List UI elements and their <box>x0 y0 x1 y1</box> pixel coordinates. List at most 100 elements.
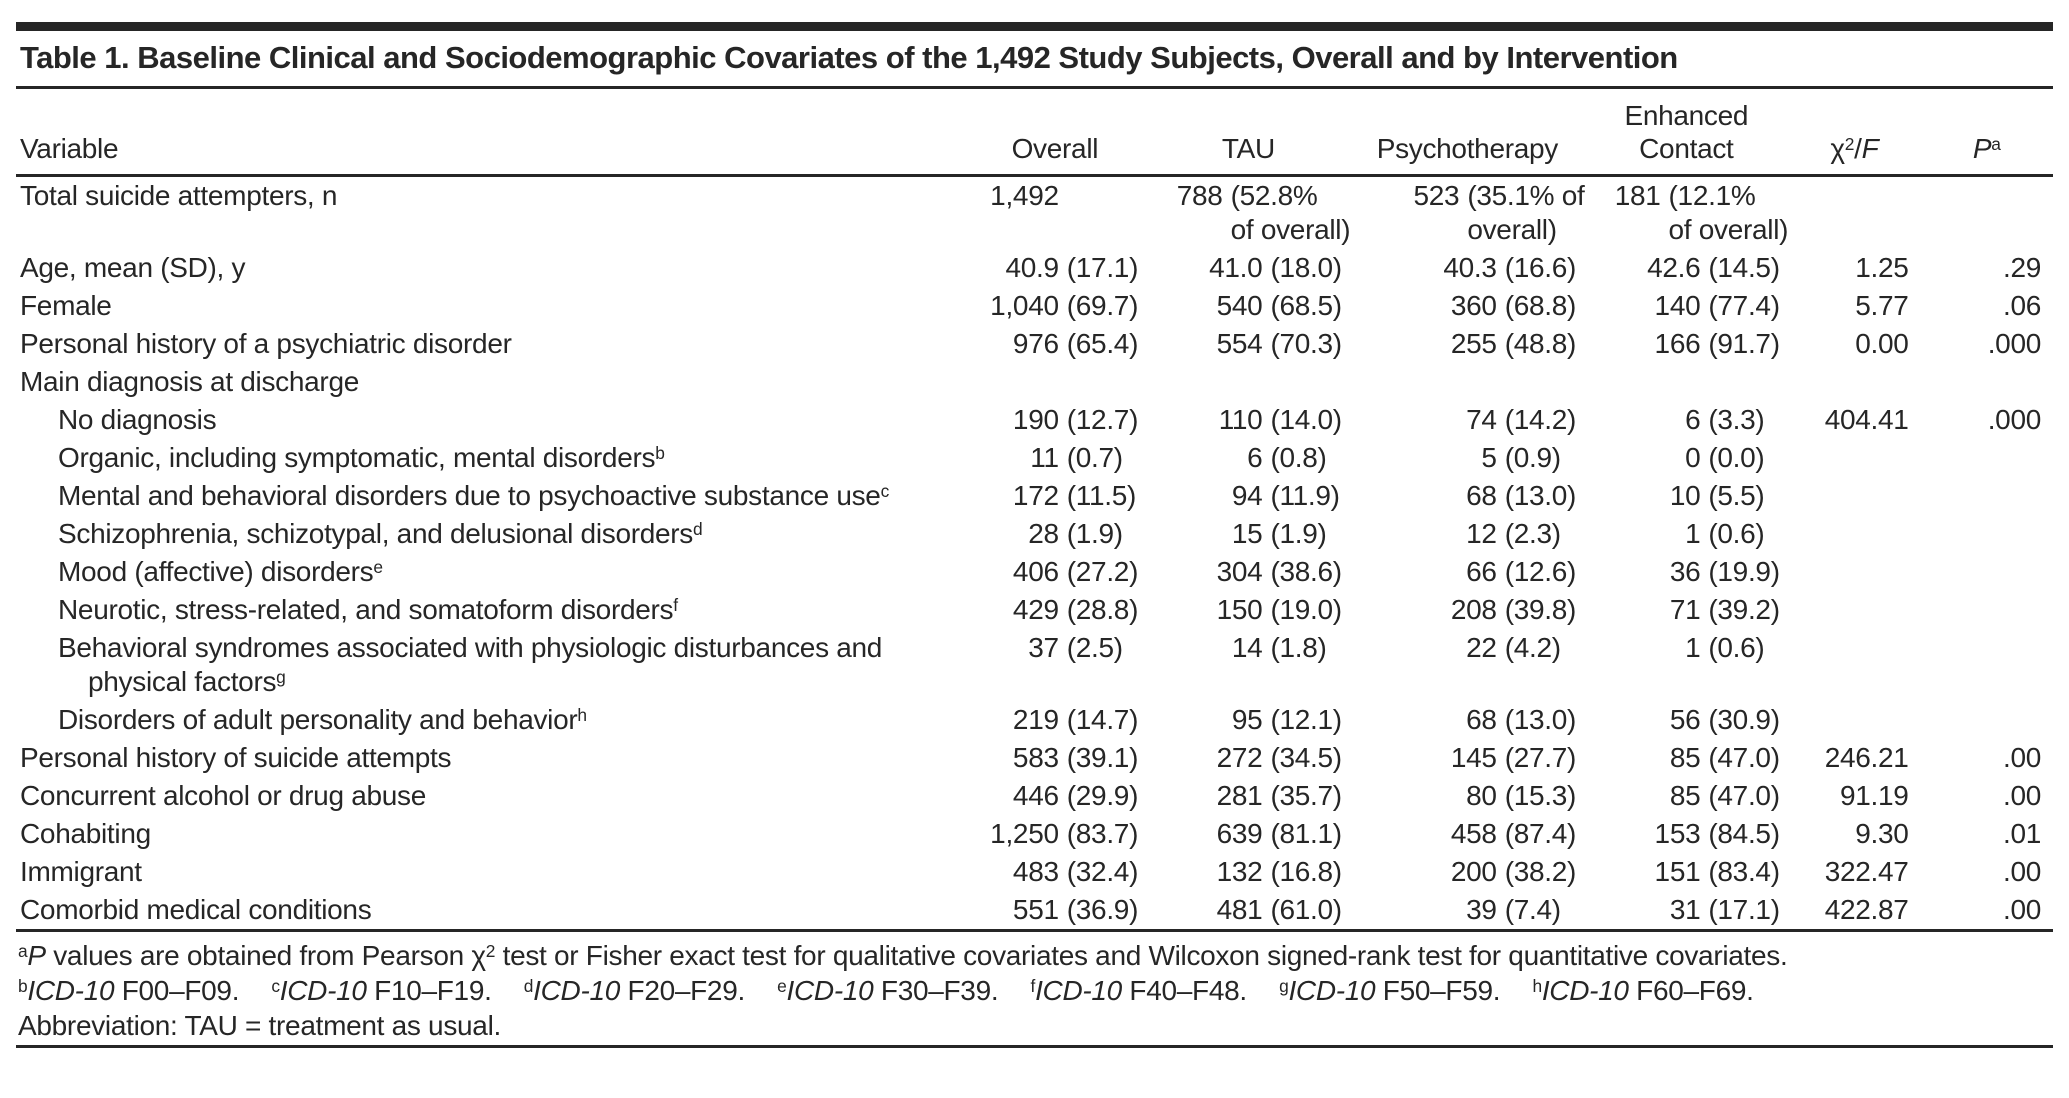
value-cell <box>1788 176 1920 250</box>
value-cell: 6 (3.3) <box>1685 404 1765 435</box>
value-cell: 95 (12.1) <box>1231 704 1342 735</box>
value-cell: .000 <box>1987 404 2042 435</box>
variable-cell: Female <box>20 290 112 321</box>
variable-cell: Age, mean (SD), y <box>20 252 246 283</box>
value-cell <box>1788 477 1920 515</box>
value-cell: 150 (19.0) <box>1216 594 1342 625</box>
icd-footnote-item: bICD-10 F00–F09. <box>18 975 240 1006</box>
value-cell: 37 (2.5) <box>1028 632 1123 663</box>
value-cell: 5 (0.9) <box>1481 442 1561 473</box>
value-cell <box>1921 477 2053 515</box>
table-header: Variable Overall TAU Psychotherapy Enhan… <box>16 89 2053 176</box>
data-table: Variable Overall TAU Psychotherapy Enhan… <box>16 89 2053 932</box>
value-cell: 74 (14.2) <box>1466 404 1577 435</box>
value-cell: 976 (65.4) <box>1012 328 1139 359</box>
table-row: Personal history of suicide attempts 583(… <box>16 739 2053 777</box>
value-cell: 41.0 (18.0) <box>1209 252 1342 283</box>
value-cell: 68 (13.0) <box>1466 704 1577 735</box>
value-cell <box>1921 439 2053 477</box>
value-cell: 153 (84.5) <box>1654 818 1780 849</box>
value-cell: 422.87 <box>1824 894 1909 925</box>
footnotes: aP values are obtained from Pearson χ2 t… <box>16 932 2053 1043</box>
variable-cell: Immigrant <box>20 856 142 887</box>
value-cell: 145 (27.7) <box>1450 742 1577 773</box>
value-cell <box>1921 515 2053 553</box>
value-cell <box>1584 363 1788 401</box>
value-cell: 68 (13.0) <box>1466 480 1577 511</box>
value-cell: 1.25 <box>1855 252 1909 283</box>
variable-cell: Neurotic, stress-related, and somatoform… <box>58 594 678 625</box>
value-cell: 40.9 (17.1) <box>1005 252 1139 283</box>
column-header-psychotherapy: Psychotherapy <box>1376 133 1559 164</box>
value-cell: 151 (83.4) <box>1654 856 1780 887</box>
value-cell: 132 (16.8) <box>1216 856 1342 887</box>
variable-cell: Comorbid medical conditions <box>20 894 372 925</box>
value-cell <box>963 363 1146 401</box>
table-row: Organic, including symptomatic, mental d… <box>16 439 2053 477</box>
column-header-enhanced-contact: Enhanced Contact <box>1624 100 1749 164</box>
value-cell: 360 (68.8) <box>1450 290 1577 321</box>
value-cell: 166 (91.7) <box>1654 328 1780 359</box>
variable-cell: No diagnosis <box>58 404 217 435</box>
icd-footnote-item: cICD-10 F10–F19. <box>271 975 492 1006</box>
variable-cell: Concurrent alcohol or drug abuse <box>20 780 426 811</box>
table-row: Personal history of a psychiatric disord… <box>16 325 2053 363</box>
value-cell: 181 (12.1% of overall) <box>1614 180 1789 245</box>
table-row: Disorders of adult personality and behav… <box>16 701 2053 739</box>
table-row: Cohabiting 1,250 (83.7) 639 (81.1) 458 (87.4) 1… <box>16 815 2053 853</box>
value-cell: 483 (32.4) <box>1012 856 1139 887</box>
value-cell: .29 <box>2002 252 2041 283</box>
value-cell: 110 (14.0) <box>1218 404 1342 435</box>
variable-cell: Mood (affective) disorderse <box>58 556 383 587</box>
value-cell: 583 (39.1) <box>1012 742 1139 773</box>
value-cell <box>1788 515 1920 553</box>
value-cell: 523 (35.1% of overall) <box>1413 180 1585 245</box>
value-cell: 281 (35.7) <box>1216 780 1342 811</box>
icd-footnote-item: hICD-10 F60–F69. <box>1532 975 1754 1006</box>
table-row: Concurrent alcohol or drug abuse 446 (29.9… <box>16 777 2053 815</box>
value-cell: 56 (30.9) <box>1669 704 1780 735</box>
value-cell: 429 (28.8) <box>1012 594 1139 625</box>
value-cell: 14 (1.8) <box>1231 632 1327 663</box>
table-row: Total suicide attempters, n 1,492 788 (52.8… <box>16 176 2053 250</box>
value-cell <box>1788 363 1920 401</box>
value-cell: 322.47 <box>1824 856 1909 887</box>
value-cell: 10 (5.5) <box>1669 480 1765 511</box>
value-cell: 304 (38.6) <box>1216 556 1342 587</box>
icd-footnote-item: fICD-10 F40–F48. <box>1030 975 1248 1006</box>
value-cell: 40.3 (16.6) <box>1443 252 1577 283</box>
table-row: Age, mean (SD), y 40.9 (17.1) 41.0 (18.0) 40.… <box>16 249 2053 287</box>
footnote-a: aP values are obtained from Pearson χ2 t… <box>18 940 1788 971</box>
value-cell: 71 (39.2) <box>1669 594 1780 625</box>
variable-cell: Organic, including symptomatic, mental d… <box>58 442 665 473</box>
value-cell: 1,250 (83.7) <box>990 818 1139 849</box>
value-cell: 172 (11.5) <box>1012 480 1137 511</box>
value-cell <box>1921 553 2053 591</box>
value-cell: 94 (11.9) <box>1231 480 1340 511</box>
value-cell: 404.41 <box>1824 404 1909 435</box>
value-cell: .00 <box>2002 780 2041 811</box>
value-cell <box>1921 591 2053 629</box>
value-cell: 0.00 <box>1855 328 1909 359</box>
variable-cell: Personal history of suicide attempts <box>20 742 452 773</box>
value-cell: 446 (29.9) <box>1012 780 1139 811</box>
footnote-abbreviation: Abbreviation: TAU = treatment as usual. <box>18 1010 501 1041</box>
value-cell: 0 (0.0) <box>1685 442 1765 473</box>
value-cell: 91.19 <box>1839 780 1909 811</box>
value-cell: 36 (19.9) <box>1669 556 1780 587</box>
value-cell: 1 (0.6) <box>1685 632 1765 663</box>
value-cell <box>1921 629 2053 701</box>
table-row: Female 1,040 (69.7) 540 (68.5) 360 (68.8) 140 (7… <box>16 287 2053 325</box>
value-cell <box>1921 363 2053 401</box>
value-cell: .06 <box>2002 290 2041 321</box>
value-cell: 540 (68.5) <box>1216 290 1342 321</box>
value-cell: 246.21 <box>1824 742 1909 773</box>
value-cell: 639 (81.1) <box>1216 818 1342 849</box>
value-cell: 1,040 (69.7) <box>990 290 1139 321</box>
column-header-overall: Overall <box>1011 133 1099 164</box>
column-header-chi-square-f: χ2/F <box>1830 133 1879 164</box>
value-cell: .00 <box>2002 856 2041 887</box>
value-cell: 85 (47.0) <box>1669 780 1780 811</box>
value-cell <box>1921 701 2053 739</box>
value-cell: 1 (0.6) <box>1685 518 1765 549</box>
